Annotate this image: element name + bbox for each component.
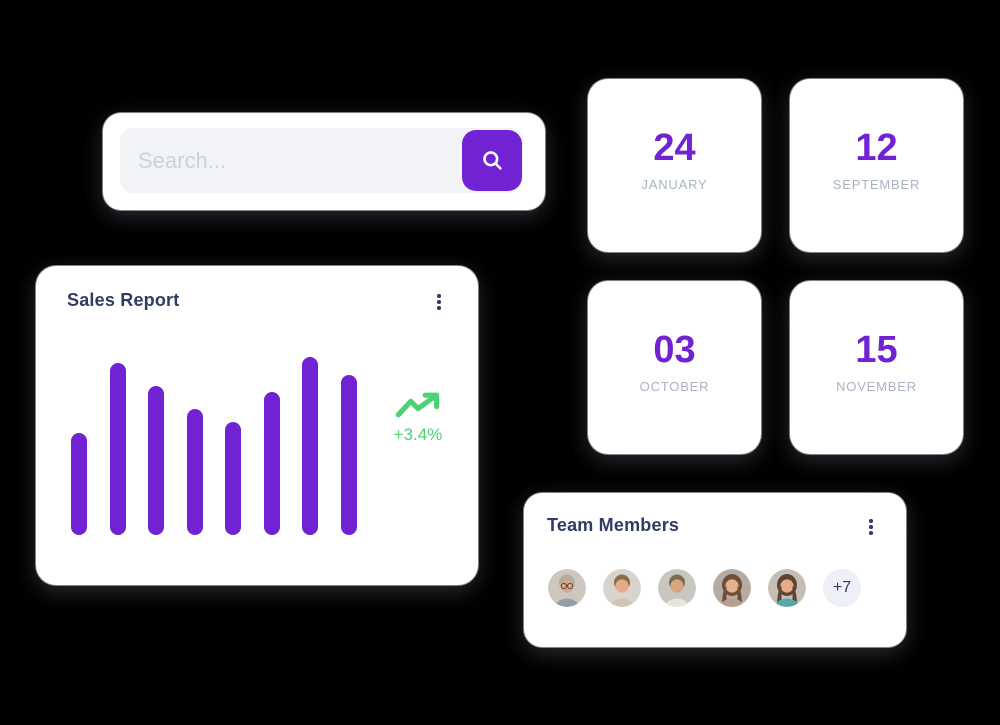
avatar-woman-brown-hair[interactable] [713,569,751,607]
search-icon [479,147,506,174]
avatar-young-man[interactable] [603,569,641,607]
trend-up-icon [394,390,442,421]
date-tile-grid: 24 JANUARY 12 SEPTEMBER 03 OCTOBER 15 NOVEMBER [588,79,963,454]
avatar-woman-long-hair[interactable] [768,569,806,607]
date-month: NOVEMBER [836,379,917,394]
date-tile-january[interactable]: 24 JANUARY [588,79,761,252]
chart-bar [263,392,280,535]
team-members-card: Team Members +7 [524,493,906,647]
avatar-row: +7 [548,569,861,607]
chart-bar [302,357,318,535]
date-month: OCTOBER [639,379,710,394]
trend-value: +3.4% [393,425,443,444]
search-input[interactable] [120,128,523,193]
date-day: 12 [855,127,898,169]
chart-bar [109,363,126,535]
date-tile-november[interactable]: 15 NOVEMBER [790,281,963,454]
kebab-menu-icon[interactable] [432,290,446,314]
date-tile-october[interactable]: 03 OCTOBER [588,281,761,454]
search-button[interactable] [462,130,522,191]
chart-bar [340,375,357,535]
date-month: SEPTEMBER [832,177,921,192]
chart-bar [225,422,241,535]
trend-indicator: +3.4% [386,390,450,445]
date-tile-september[interactable]: 12 SEPTEMBER [790,79,963,252]
avatar-man-with-glasses[interactable] [548,569,586,607]
overflow-count-badge[interactable]: +7 [823,569,861,607]
chart-bar [148,386,164,535]
team-members-header: Team Members [524,493,906,539]
chart-bar [186,409,203,535]
sales-report-title: Sales Report [67,290,180,310]
team-members-title: Team Members [547,515,680,535]
date-month: JANUARY [641,177,708,192]
sales-report-card: Sales Report +3.4% [36,266,478,585]
sales-report-header: Sales Report [36,266,478,314]
date-day: 15 [855,329,898,371]
chart-bar [71,433,87,535]
date-day: 24 [653,127,696,169]
avatar-man-curly-hair[interactable] [658,569,696,607]
date-day: 03 [653,329,696,371]
kebab-menu-icon[interactable] [864,515,878,539]
sales-bar-chart [71,357,357,535]
search-bar-card [103,113,545,210]
